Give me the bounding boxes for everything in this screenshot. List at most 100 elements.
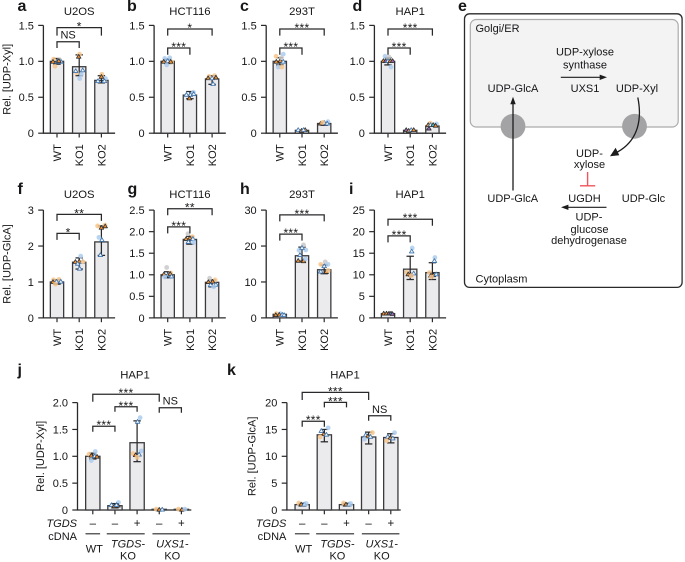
svg-text:KO2: KO2 xyxy=(319,144,331,166)
svg-text:3: 3 xyxy=(28,205,34,217)
svg-text:–: – xyxy=(156,518,163,530)
svg-text:WT: WT xyxy=(275,144,287,161)
svg-text:HCT116: HCT116 xyxy=(169,189,210,201)
svg-text:20: 20 xyxy=(353,227,365,239)
svg-text:Rel. [UDP-Xyl]: Rel. [UDP-Xyl] xyxy=(2,44,14,115)
svg-text:KO2: KO2 xyxy=(96,329,108,351)
svg-text:***: *** xyxy=(392,40,407,54)
svg-text:U2OS: U2OS xyxy=(64,6,95,18)
svg-text:TGDS: TGDS xyxy=(256,518,287,530)
svg-text:1.0: 1.0 xyxy=(350,56,365,68)
svg-text:WT: WT xyxy=(275,329,287,346)
svg-text:***: *** xyxy=(119,399,134,413)
svg-text:15: 15 xyxy=(265,424,277,436)
svg-text:KO2: KO2 xyxy=(207,144,219,166)
svg-text:HAP1: HAP1 xyxy=(120,370,150,382)
svg-text:***: *** xyxy=(328,384,343,398)
svg-text:1.0: 1.0 xyxy=(129,270,144,282)
svg-text:30: 30 xyxy=(244,205,256,217)
svg-text:d: d xyxy=(353,0,363,15)
svg-text:1.5: 1.5 xyxy=(241,20,256,32)
svg-text:UDP-Glc: UDP-Glc xyxy=(622,193,666,205)
svg-text:KO1: KO1 xyxy=(185,144,197,166)
svg-text:*: * xyxy=(77,20,82,34)
svg-text:10: 10 xyxy=(265,451,277,463)
svg-text:0: 0 xyxy=(251,313,257,325)
svg-text:e: e xyxy=(458,0,467,15)
svg-text:0: 0 xyxy=(359,313,365,325)
svg-text:KO2: KO2 xyxy=(96,144,108,166)
svg-text:1.0: 1.0 xyxy=(241,56,256,68)
svg-text:UXS1-: UXS1- xyxy=(365,539,398,551)
svg-text:***: *** xyxy=(392,228,407,242)
svg-text:WT: WT xyxy=(52,329,64,346)
svg-text:WT: WT xyxy=(52,144,64,161)
svg-text:**: ** xyxy=(74,206,84,220)
svg-text:a: a xyxy=(18,0,27,15)
svg-text:j: j xyxy=(17,362,22,379)
svg-text:0.5: 0.5 xyxy=(350,92,365,104)
svg-text:Cytoplasm: Cytoplasm xyxy=(476,274,528,286)
svg-text:+: + xyxy=(178,518,185,530)
svg-text:0: 0 xyxy=(28,313,34,325)
svg-text:WT: WT xyxy=(383,144,395,161)
svg-text:***: *** xyxy=(171,219,186,233)
svg-text:cDNA: cDNA xyxy=(258,531,287,543)
svg-text:0.5: 0.5 xyxy=(129,291,144,303)
svg-text:0: 0 xyxy=(28,128,34,140)
svg-text:1: 1 xyxy=(28,277,34,289)
svg-text:293T: 293T xyxy=(289,189,315,201)
svg-text:WT: WT xyxy=(383,329,395,346)
svg-text:Rel. [UDP-Xyl]: Rel. [UDP-Xyl] xyxy=(35,421,47,492)
svg-text:0.5: 0.5 xyxy=(19,92,34,104)
svg-text:glucose: glucose xyxy=(571,224,609,236)
svg-text:***: *** xyxy=(403,211,418,225)
svg-text:k: k xyxy=(227,362,236,379)
svg-text:KO1: KO1 xyxy=(405,329,417,351)
svg-text:U2OS: U2OS xyxy=(64,189,95,201)
svg-text:***: *** xyxy=(328,394,343,408)
svg-text:UDP-Xyl: UDP-Xyl xyxy=(616,83,658,95)
svg-text:–: – xyxy=(112,518,119,530)
svg-text:i: i xyxy=(349,181,353,198)
svg-text:KO1: KO1 xyxy=(297,329,309,351)
svg-text:***: *** xyxy=(403,21,418,35)
svg-text:Rel. [UDP-GlcA]: Rel. [UDP-GlcA] xyxy=(247,417,259,496)
svg-text:0: 0 xyxy=(138,128,144,140)
svg-text:0.5: 0.5 xyxy=(241,92,256,104)
svg-text:WT: WT xyxy=(295,544,312,556)
svg-text:–: – xyxy=(90,518,97,530)
svg-text:c: c xyxy=(240,0,249,15)
svg-text:TGDS-: TGDS- xyxy=(111,539,146,551)
svg-text:25: 25 xyxy=(353,205,365,217)
svg-text:0: 0 xyxy=(251,128,257,140)
svg-text:1.5: 1.5 xyxy=(129,20,144,32)
svg-text:0: 0 xyxy=(359,128,365,140)
svg-text:h: h xyxy=(240,181,250,198)
svg-text:KO2: KO2 xyxy=(319,329,331,351)
svg-text:1.0: 1.0 xyxy=(129,56,144,68)
svg-text:Rel. [UDP-GlcA]: Rel. [UDP-GlcA] xyxy=(2,224,14,303)
svg-text:0: 0 xyxy=(138,313,144,325)
svg-text:20: 20 xyxy=(265,398,277,410)
svg-text:10: 10 xyxy=(244,277,256,289)
svg-text:UDP-GlcA: UDP-GlcA xyxy=(488,83,539,95)
svg-text:KO: KO xyxy=(120,551,136,562)
svg-text:2.5: 2.5 xyxy=(129,205,144,217)
svg-text:KO2: KO2 xyxy=(427,144,439,166)
svg-text:UGDH: UGDH xyxy=(568,193,600,205)
svg-text:KO1: KO1 xyxy=(405,144,417,166)
svg-text:–: – xyxy=(321,518,328,530)
svg-text:***: *** xyxy=(306,413,321,427)
svg-text:***: *** xyxy=(283,40,298,54)
svg-text:***: *** xyxy=(119,386,134,400)
svg-text:1.5: 1.5 xyxy=(350,20,365,32)
svg-text:dehydrogenase: dehydrogenase xyxy=(551,235,627,247)
svg-text:2.0: 2.0 xyxy=(129,227,144,239)
svg-text:–: – xyxy=(365,518,372,530)
svg-text:2.0: 2.0 xyxy=(53,398,68,410)
svg-text:KO1: KO1 xyxy=(185,329,197,351)
svg-text:0.5: 0.5 xyxy=(129,92,144,104)
svg-text:1.5: 1.5 xyxy=(19,20,34,32)
svg-text:UXS1-: UXS1- xyxy=(156,539,189,551)
